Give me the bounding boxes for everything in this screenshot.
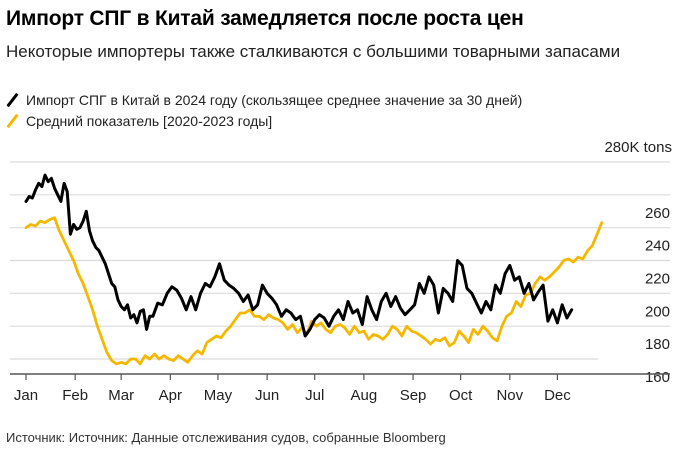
legend-item-2024: Импорт СПГ в Китай в 2024 году (скользящ…	[6, 92, 522, 108]
x-tick-label-oct: Oct	[449, 387, 473, 404]
x-tick-label-jan: Jan	[14, 387, 38, 404]
legend-line-icon-black	[6, 93, 18, 107]
y-tick-label-180: 180	[645, 336, 670, 353]
legend-line-icon-yellow	[6, 114, 18, 128]
x-tick-label-feb: Feb	[62, 387, 88, 404]
x-tick-label-jun: Jun	[255, 387, 279, 404]
x-tick-label-may: May	[204, 387, 233, 404]
y-tick-label-260: 260	[645, 205, 670, 222]
x-tick-label-dec: Dec	[544, 387, 571, 404]
legend-label-average: Средний показатель [2020-2023 годы]	[26, 113, 273, 129]
legend-item-average: Средний показатель [2020-2023 годы]	[6, 113, 272, 129]
y-tick-label-220: 220	[645, 271, 670, 288]
x-tick-label-aug: Aug	[351, 387, 378, 404]
y-axis-unit-label: 280K tons	[604, 139, 672, 156]
x-tick-label-sep: Sep	[400, 387, 427, 404]
series-lines	[24, 173, 604, 366]
chart-subtitle: Некоторые импортеры также сталкиваются с…	[6, 42, 621, 61]
chart-title: Импорт СПГ в Китай замедляется после рос…	[6, 7, 524, 30]
series-line-average-2020-2023	[24, 216, 604, 366]
x-tick-label-nov: Nov	[496, 387, 523, 404]
legend-label-2024: Импорт СПГ в Китай в 2024 году (скользящ…	[26, 92, 523, 108]
x-axis: Jan Feb Mar Apr May Jun Jul Aug Sep Oct Nov Dec	[10, 373, 670, 404]
x-tick-label-mar: Mar	[108, 387, 134, 404]
source-note: Источник: Источник: Данные отслеживания …	[6, 430, 446, 445]
x-tick-label-jul: Jul	[305, 387, 324, 404]
y-tick-label-200: 200	[645, 303, 670, 320]
x-tick-label-apr: Apr	[159, 387, 182, 404]
y-tick-label-240: 240	[645, 238, 670, 255]
y-axis-ticks: 260 240 220 200 180 160	[645, 205, 670, 386]
line-chart: 260 240 220 200 180 160 Jan Feb Mar Apr May Jun Jul…	[10, 161, 670, 404]
gridlines	[10, 161, 670, 360]
series-line-2024	[24, 173, 574, 338]
y-tick-label-160: 160	[645, 369, 670, 386]
